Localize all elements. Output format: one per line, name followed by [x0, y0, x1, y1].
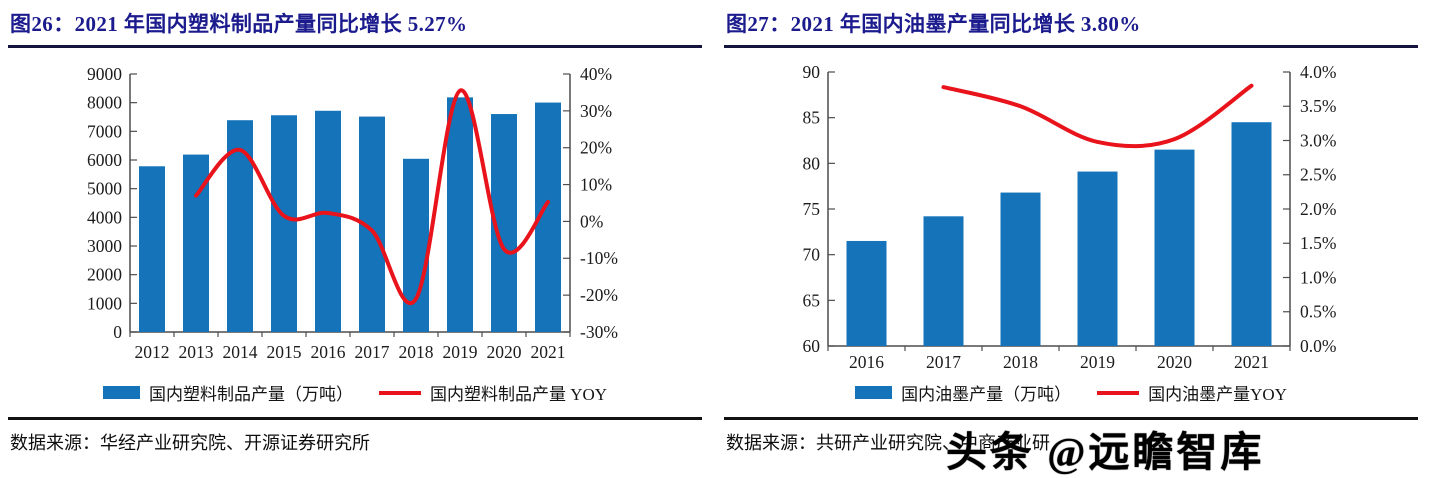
- line-series-swatch: [1097, 390, 1140, 395]
- left-tick-label: 70: [803, 245, 821, 265]
- left-tick-label: 85: [803, 108, 821, 128]
- left-tick-label: 65: [803, 290, 821, 310]
- x-category-label: 2019: [1080, 352, 1115, 372]
- bar-2015: [271, 115, 297, 332]
- x-category-label: 2018: [1003, 352, 1038, 372]
- left-tick-label: 75: [803, 199, 821, 219]
- left-tick-label: 5000: [87, 179, 122, 199]
- left-tick-label: 90: [803, 62, 821, 82]
- panel-ink: 图27：2021 年国内油墨产量同比增长 3.80% 90 85 80 75 70 65 6…: [716, 0, 1432, 475]
- x-category-label: 2016: [849, 352, 884, 372]
- right-tick-label: 2.0%: [1300, 199, 1336, 219]
- line-series-swatch: [378, 390, 421, 395]
- bar-2016: [315, 110, 341, 333]
- data-source-ink: 数据来源：共研产业研究院、中商产业研: [724, 417, 1418, 455]
- yoy-line: [194, 88, 550, 305]
- chart-title-ink: 图27：2021 年国内油墨产量同比增长 3.80%: [724, 0, 1418, 48]
- legend-label-ink-yoy: 国内油墨产量YOY: [1148, 385, 1287, 404]
- right-tick-label: 10%: [580, 175, 612, 195]
- ink-combo-chart: 90 85 80 75 70 65 60 4.0% 3.5% 3.0% 2.5% 2.0% 1.5% 1.…: [803, 62, 1337, 372]
- right-tick-label: 0.5%: [1300, 302, 1336, 322]
- left-tick-label: 80: [803, 153, 821, 173]
- left-tick-label: 6000: [87, 150, 122, 170]
- left-tick-label: 1000: [87, 293, 122, 313]
- x-category-label: 2013: [179, 342, 214, 362]
- bar-2018: [403, 158, 429, 332]
- panel-plastic-products: 图26：2021 年国内塑料制品产量同比增长 5.27% 9000 8000 700…: [0, 0, 716, 475]
- legend-label-ink-bars: 国内油墨产量（万吨）: [901, 385, 1072, 404]
- left-tick-label: 60: [803, 336, 821, 356]
- legend-label-plastic-bars: 国内塑料制品产量（万吨）: [148, 385, 353, 404]
- bar-2016: [846, 240, 887, 346]
- x-category-label: 2020: [487, 342, 522, 362]
- right-tick-label: 0%: [580, 211, 603, 231]
- right-tick-label: 1.5%: [1300, 233, 1336, 253]
- right-tick-label: 2.5%: [1300, 165, 1336, 185]
- plastic-products-combo-chart: 9000 8000 7000 6000 5000 4000 3000 2000 1000 0 40%…: [87, 64, 618, 362]
- right-tick-label: -20%: [580, 285, 618, 305]
- x-category-label: 2017: [926, 352, 961, 372]
- legend-item-plastic-yoy: 国内塑料制品产量 YOY: [378, 380, 608, 405]
- x-category-label: 2021: [1234, 352, 1269, 372]
- chart-title-plastic: 图26：2021 年国内塑料制品产量同比增长 5.27%: [8, 0, 702, 48]
- x-category-label: 2015: [267, 342, 302, 362]
- bar-2012: [139, 166, 165, 332]
- right-tick-label: 40%: [580, 64, 612, 84]
- left-tick-label: 2000: [87, 265, 122, 285]
- data-source-plastic: 数据来源：华经产业研究院、开源证券研究所: [8, 417, 702, 455]
- right-tick-label: 30%: [580, 101, 612, 121]
- right-tick-label: 20%: [580, 138, 612, 158]
- bar-2017: [923, 216, 964, 346]
- x-category-label: 2019: [443, 342, 478, 362]
- right-tick-label: -10%: [580, 248, 618, 268]
- right-tick-label: -30%: [580, 322, 618, 342]
- bar-2019: [447, 97, 473, 332]
- left-tick-label: 4000: [87, 207, 122, 227]
- legend-item-ink-yoy: 国内油墨产量YOY: [1097, 380, 1287, 405]
- toutiao-watermark: 头条 @远瞻智库: [946, 429, 1265, 475]
- right-tick-label: 1.0%: [1300, 267, 1336, 287]
- right-tick-label: 0.0%: [1300, 336, 1336, 356]
- x-category-label: 2021: [531, 342, 566, 362]
- right-tick-label: 3.0%: [1300, 130, 1336, 150]
- legend-item-ink-bars: 国内油墨产量（万吨）: [855, 380, 1071, 405]
- left-tick-label: 0: [113, 322, 122, 342]
- bar-2018: [1000, 192, 1041, 346]
- bar-2021: [1231, 122, 1272, 346]
- legend-ink: 国内油墨产量（万吨） 国内油墨产量YOY: [724, 380, 1418, 405]
- left-tick-label: 8000: [87, 93, 122, 113]
- x-category-label: 2017: [355, 342, 390, 362]
- bar-series-swatch: [855, 386, 893, 399]
- x-category-label: 2020: [1157, 352, 1192, 372]
- right-tick-label: 4.0%: [1300, 62, 1336, 82]
- legend-plastic: 国内塑料制品产量（万吨） 国内塑料制品产量 YOY: [8, 380, 702, 405]
- bar-2020: [1154, 149, 1195, 346]
- x-category-label: 2012: [135, 342, 170, 362]
- x-category-label: 2014: [223, 342, 258, 362]
- left-tick-label: 3000: [87, 236, 122, 256]
- right-tick-label: 3.5%: [1300, 96, 1336, 116]
- yoy-line: [941, 83, 1254, 149]
- left-tick-label: 7000: [87, 121, 122, 141]
- left-tick-label: 9000: [87, 64, 122, 84]
- x-category-label: 2016: [311, 342, 346, 362]
- bar-2019: [1077, 171, 1118, 346]
- legend-item-plastic-bars: 国内塑料制品产量（万吨）: [102, 380, 353, 405]
- legend-label-plastic-yoy: 国内塑料制品产量 YOY: [429, 385, 608, 404]
- bar-series-swatch: [102, 386, 140, 399]
- x-category-label: 2018: [399, 342, 434, 362]
